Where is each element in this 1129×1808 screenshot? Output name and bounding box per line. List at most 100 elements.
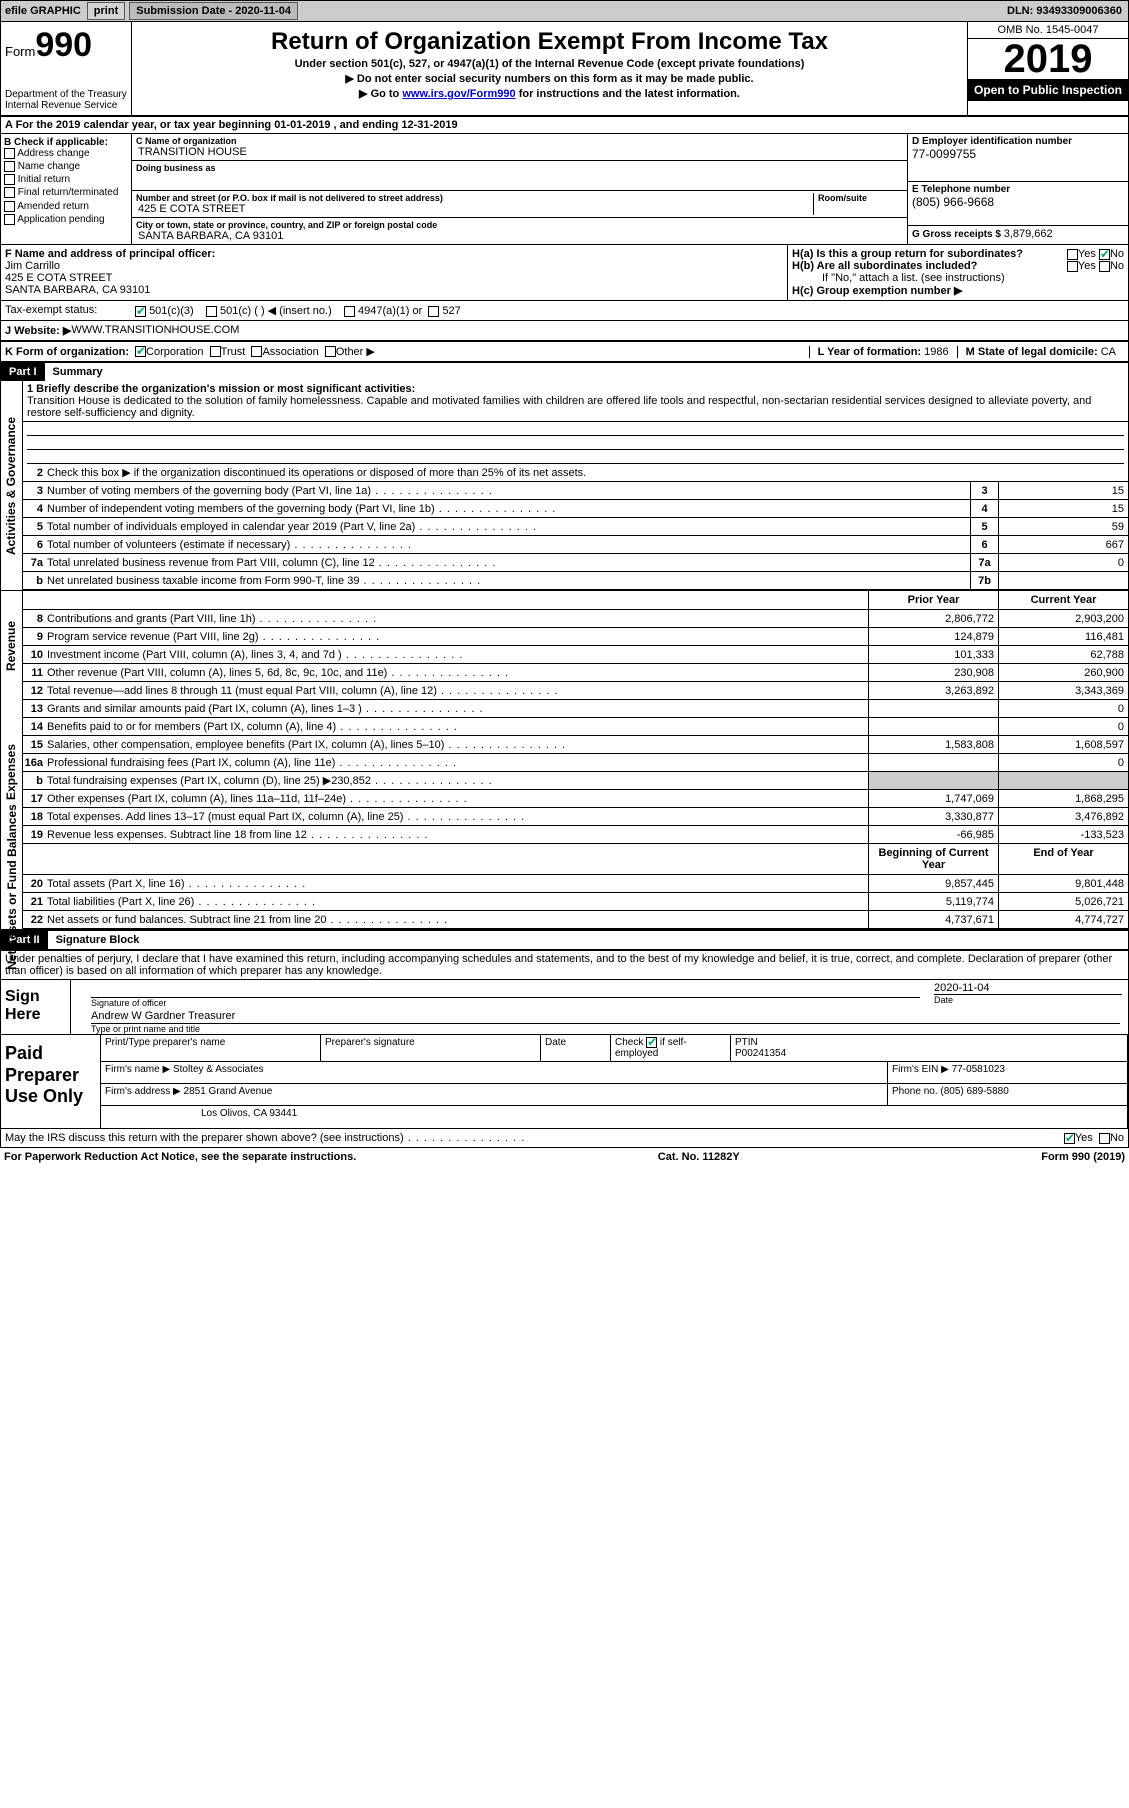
- line-2: Check this box ▶ if the organization dis…: [47, 464, 1128, 481]
- website-label: J Website: ▶: [5, 324, 71, 337]
- chk-other[interactable]: [325, 346, 336, 357]
- firm-name: Stoltey & Associates: [173, 1064, 264, 1075]
- table-row: 14Benefits paid to or for members (Part …: [23, 718, 1128, 736]
- k-row: K Form of organization: Corporation Trus…: [0, 342, 1129, 362]
- footer-row: For Paperwork Reduction Act Notice, see …: [0, 1148, 1129, 1166]
- table-row: 22Net assets or fund balances. Subtract …: [23, 911, 1128, 929]
- table-row: 8Contributions and grants (Part VIII, li…: [23, 610, 1128, 628]
- firm-phone: (805) 689-5880: [940, 1086, 1008, 1097]
- revenue-section: Revenue Prior Year Current Year 8Contrib…: [0, 590, 1129, 700]
- chk-corp[interactable]: [135, 346, 146, 357]
- sign-here-block: Sign Here Signature of officer 2020-11-0…: [0, 979, 1129, 1035]
- instructions-link[interactable]: www.irs.gov/Form990: [402, 88, 515, 100]
- chk-hb-no[interactable]: [1099, 261, 1110, 272]
- section-bcd: B Check if applicable: Address change Na…: [0, 134, 1129, 245]
- sig-date-label: Date: [934, 995, 1122, 1005]
- table-row: bTotal fundraising expenses (Part IX, co…: [23, 772, 1128, 790]
- netassets-section: Net Assets or Fund Balances Beginning of…: [0, 844, 1129, 930]
- chk-final-return[interactable]: [4, 187, 15, 198]
- line-3-val: 15: [998, 482, 1128, 499]
- prior-year-header: Prior Year: [868, 591, 998, 609]
- ein-label: D Employer identification number: [912, 136, 1124, 147]
- table-row: 19Revenue less expenses. Subtract line 1…: [23, 826, 1128, 844]
- firm-ein: 77-0581023: [952, 1064, 1005, 1075]
- chk-ha-yes[interactable]: [1067, 249, 1078, 260]
- prep-date-label: Date: [541, 1035, 611, 1061]
- chk-501c3[interactable]: [135, 306, 146, 317]
- chk-address-change[interactable]: [4, 148, 15, 159]
- mission-text: Transition House is dedicated to the sol…: [27, 395, 1124, 419]
- mission-block: 1 Briefly describe the organization's mi…: [23, 381, 1128, 422]
- ptin-value: P00241354: [735, 1048, 1123, 1059]
- end-year-header: End of Year: [998, 844, 1128, 874]
- expenses-section: Expenses 13Grants and similar amounts pa…: [0, 700, 1129, 844]
- gross-value: 3,879,662: [1004, 228, 1053, 240]
- org-name: TRANSITION HOUSE: [138, 146, 247, 158]
- chk-527[interactable]: [428, 306, 439, 317]
- form-subtitle-2: ▶ Do not enter social security numbers o…: [136, 72, 963, 85]
- chk-discuss-no[interactable]: [1099, 1133, 1110, 1144]
- part2-title: Signature Block: [48, 931, 148, 949]
- chk-app-pending[interactable]: [4, 214, 15, 225]
- ein-value: 77-0099755: [912, 147, 1124, 161]
- part1-header-row: Part I Summary: [0, 362, 1129, 381]
- pra-notice: For Paperwork Reduction Act Notice, see …: [4, 1151, 356, 1163]
- chk-initial-return[interactable]: [4, 174, 15, 185]
- table-row: 9Program service revenue (Part VIII, lin…: [23, 628, 1128, 646]
- firm-phone-label: Phone no.: [892, 1086, 938, 1097]
- signer-name-label: Type or print name and title: [71, 1024, 1128, 1034]
- officer-addr2: SANTA BARBARA, CA 93101: [5, 284, 783, 296]
- hc-label: H(c) Group exemption number ▶: [792, 284, 1124, 297]
- chk-assoc[interactable]: [251, 346, 262, 357]
- cat-number: Cat. No. 11282Y: [658, 1151, 740, 1163]
- line-4: Number of independent voting members of …: [47, 501, 970, 517]
- colb-label: B Check if applicable:: [4, 137, 128, 148]
- chk-4947[interactable]: [344, 306, 355, 317]
- officer-addr1: 425 E COTA STREET: [5, 272, 783, 284]
- line-7b-val: [998, 572, 1128, 589]
- chk-hb-yes[interactable]: [1067, 261, 1078, 272]
- firm-addr-label: Firm's address ▶: [105, 1086, 181, 1097]
- officer-label: F Name and address of principal officer:: [5, 248, 783, 260]
- part2-declaration: Under penalties of perjury, I declare th…: [0, 950, 1129, 979]
- line-6: Total number of volunteers (estimate if …: [47, 537, 970, 553]
- form-header: Form990 Department of the Treasury Inter…: [0, 22, 1129, 117]
- chk-trust[interactable]: [210, 346, 221, 357]
- efile-label: efile GRAPHIC: [1, 5, 85, 17]
- line-7b: Net unrelated business taxable income fr…: [47, 573, 970, 589]
- chk-501c[interactable]: [206, 306, 217, 317]
- hb-note: If "No," attach a list. (see instruction…: [792, 272, 1124, 284]
- form-year-block: OMB No. 1545-0047 2019 Open to Public In…: [968, 22, 1128, 115]
- chk-name-change[interactable]: [4, 161, 15, 172]
- activities-governance-section: Activities & Governance 1 Briefly descri…: [0, 381, 1129, 590]
- dept-label: Department of the Treasury Internal Reve…: [5, 89, 127, 111]
- col-d-info: D Employer identification number 77-0099…: [908, 134, 1128, 244]
- chk-ha-no[interactable]: [1099, 249, 1110, 260]
- line-5: Total number of individuals employed in …: [47, 519, 970, 535]
- discuss-text: May the IRS discuss this return with the…: [5, 1132, 525, 1144]
- chk-amended[interactable]: [4, 201, 15, 212]
- table-row: 13Grants and similar amounts paid (Part …: [23, 700, 1128, 718]
- form-subtitle-1: Under section 501(c), 527, or 4947(a)(1)…: [136, 58, 963, 70]
- hb-label: H(b) Are all subordinates included?: [792, 260, 977, 272]
- group-return-block: H(a) Is this a group return for subordin…: [788, 245, 1128, 300]
- part2-header-row: Part II Signature Block: [0, 930, 1129, 950]
- k-label: K Form of organization:: [5, 346, 129, 358]
- sig-officer-label: Signature of officer: [71, 998, 928, 1008]
- room-label: Room/suite: [818, 193, 903, 203]
- tax-year-row: A For the 2019 calendar year, or tax yea…: [0, 117, 1129, 134]
- dba-label: Doing business as: [136, 163, 216, 173]
- chk-self-employed[interactable]: [646, 1037, 657, 1048]
- begin-year-header: Beginning of Current Year: [868, 844, 998, 874]
- tax-status-row: Tax-exempt status: 501(c)(3) 501(c) ( ) …: [0, 301, 1129, 321]
- website-value: WWW.TRANSITIONHOUSE.COM: [71, 324, 239, 337]
- firm-city: Los Olivos, CA 93441: [101, 1106, 1128, 1128]
- table-row: 18Total expenses. Add lines 13–17 (must …: [23, 808, 1128, 826]
- form-subtitle-3: ▶ Go to www.irs.gov/Form990 for instruct…: [136, 87, 963, 100]
- line-7a-val: 0: [998, 554, 1128, 571]
- chk-discuss-yes[interactable]: [1064, 1133, 1075, 1144]
- form-title-block: Return of Organization Exempt From Incom…: [131, 22, 968, 115]
- org-address: 425 E COTA STREET: [138, 203, 813, 215]
- line-4-val: 15: [998, 500, 1128, 517]
- print-button[interactable]: print: [87, 2, 125, 20]
